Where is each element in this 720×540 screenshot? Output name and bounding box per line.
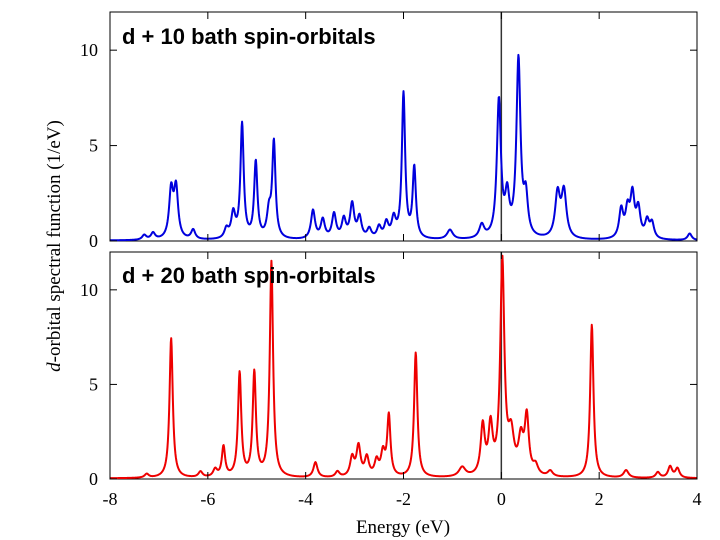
bottom-panel-xtick-label--4: -4	[298, 489, 313, 509]
top-panel-ytick-label-5: 5	[89, 136, 98, 156]
top-panel-spectrum-curve	[109, 53, 698, 242]
bottom-panel-spectrum-curve	[109, 254, 698, 480]
top-panel-title: d + 10 bath spin-orbitals	[122, 24, 376, 49]
bottom-panel-xtick-label--2: -2	[396, 489, 411, 509]
bottom-panel-ytick-label-0: 0	[89, 469, 98, 489]
y-axis-label-rest: -orbital spectral function (1/eV)	[44, 120, 65, 362]
bottom-panel-title: d + 20 bath spin-orbitals	[122, 263, 376, 288]
bottom-panel-xtick-label-2: 2	[595, 489, 604, 509]
top-panel-x-ticks	[109, 12, 698, 241]
bottom-panel-xtick-label--8: -8	[103, 489, 118, 509]
bottom-panel-xtick-label-4: 4	[693, 489, 702, 509]
bottom-panel-x-ticks: -8 -6 -4 -2 0 2 4	[103, 252, 702, 509]
top-panel-y-ticks: 0 5 10	[80, 40, 697, 251]
top-panel-ytick-label-10: 10	[80, 40, 98, 60]
bottom-panel-xtick-label--6: -6	[200, 489, 215, 509]
x-axis-label: Energy (eV)	[356, 517, 450, 538]
y-axis-label-italic: d	[44, 362, 65, 372]
bottom-panel-y-ticks: 0 5 10	[80, 280, 697, 489]
y-axis-label: d-orbital spectral function (1/eV)	[44, 120, 65, 372]
bottom-panel-ytick-label-10: 10	[80, 280, 98, 300]
top-panel-ytick-label-0: 0	[89, 231, 98, 251]
top-panel: 0 5 10 d + 10 bath spin-orbitals	[80, 11, 698, 251]
bottom-panel-ytick-label-5: 5	[89, 374, 98, 394]
bottom-panel-xtick-label-0: 0	[497, 489, 506, 509]
bottom-panel: 0 5 10 -8 -6 -4 -2 0 2 4 d + 20 bath spin-orbita…	[80, 251, 702, 509]
